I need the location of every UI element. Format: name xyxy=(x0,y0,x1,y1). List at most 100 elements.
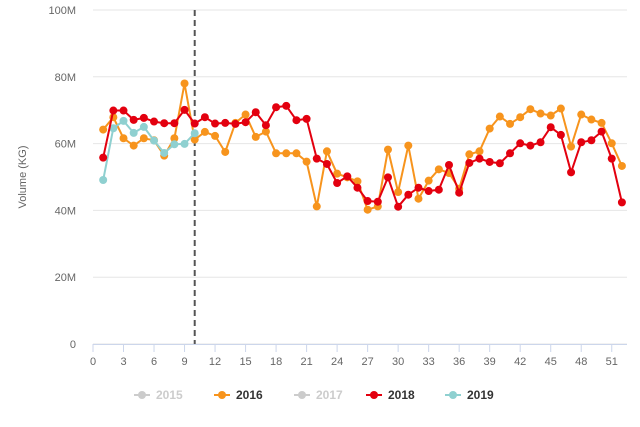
x-tick-label: 33 xyxy=(423,356,435,368)
data-point-2016 xyxy=(251,132,260,141)
data-point-2016 xyxy=(404,141,413,150)
data-point-2018 xyxy=(414,183,423,192)
x-tick-label: 15 xyxy=(239,356,251,368)
data-point-2018 xyxy=(404,190,413,199)
data-point-2018 xyxy=(556,130,565,139)
data-point-2016 xyxy=(261,127,270,136)
data-point-2019 xyxy=(180,139,189,148)
data-point-2016 xyxy=(363,205,372,214)
x-tick-label: 51 xyxy=(606,356,618,368)
data-point-2018 xyxy=(516,139,525,148)
legend-item-2016[interactable]: 2016 xyxy=(214,388,263,402)
data-point-2016 xyxy=(312,202,321,211)
legend-item-2015[interactable]: 2015 xyxy=(134,388,183,402)
data-point-2018 xyxy=(577,138,586,147)
series-line-2018 xyxy=(102,104,623,208)
x-tick-label: 39 xyxy=(484,356,496,368)
data-point-2018 xyxy=(180,105,189,114)
series-line-2019 xyxy=(102,119,196,181)
data-point-2016 xyxy=(577,110,586,119)
legend-label-2015: 2015 xyxy=(156,388,183,402)
data-point-2018 xyxy=(465,158,474,167)
legend-symbol-2016 xyxy=(218,391,226,399)
x-tick-label: 12 xyxy=(209,356,221,368)
legend-item-2017[interactable]: 2017 xyxy=(294,388,343,402)
data-point-2018 xyxy=(353,183,362,192)
series-area xyxy=(99,79,626,214)
data-point-2016 xyxy=(282,149,291,158)
data-point-2016 xyxy=(434,165,443,174)
data-point-2016 xyxy=(241,110,250,119)
data-point-2018 xyxy=(526,141,535,150)
data-point-2018 xyxy=(424,187,433,196)
data-point-2018 xyxy=(261,121,270,130)
data-point-2016 xyxy=(180,79,189,88)
data-point-2016 xyxy=(587,115,596,124)
data-point-2016 xyxy=(495,112,504,121)
data-point-2019 xyxy=(99,176,108,185)
legend-symbol-2019 xyxy=(449,391,457,399)
series-2019 xyxy=(99,116,199,185)
data-point-2016 xyxy=(617,161,626,170)
data-point-2016 xyxy=(414,194,423,203)
data-point-2016 xyxy=(526,105,535,114)
data-point-2018 xyxy=(506,149,515,158)
legend-item-2019[interactable]: 2019 xyxy=(445,388,494,402)
data-point-2016 xyxy=(200,127,209,136)
data-point-2016 xyxy=(607,139,616,148)
data-point-2018 xyxy=(536,138,545,147)
x-tick-label: 30 xyxy=(392,356,404,368)
x-tick-label: 9 xyxy=(181,356,187,368)
data-point-2016 xyxy=(597,118,606,127)
data-point-2018 xyxy=(322,159,331,168)
data-point-2016 xyxy=(424,176,433,185)
data-point-2018 xyxy=(241,118,250,127)
data-point-2016 xyxy=(170,134,179,143)
data-point-2016 xyxy=(465,150,474,159)
data-point-2019 xyxy=(139,122,148,131)
data-point-2018 xyxy=(587,136,596,145)
series-2018 xyxy=(99,101,626,211)
data-point-2016 xyxy=(292,149,301,158)
y-tick-label: 40M xyxy=(55,205,76,217)
legend-symbol-2015 xyxy=(138,391,146,399)
x-tick-label: 45 xyxy=(545,356,557,368)
x-tick-label: 36 xyxy=(453,356,465,368)
data-point-2019 xyxy=(160,148,169,157)
data-point-2018 xyxy=(495,159,504,168)
data-point-2018 xyxy=(373,197,382,206)
data-point-2018 xyxy=(434,185,443,194)
data-point-2019 xyxy=(119,116,128,125)
data-point-2018 xyxy=(190,119,199,128)
x-tick-label: 18 xyxy=(270,356,282,368)
data-point-2016 xyxy=(221,147,230,156)
data-point-2018 xyxy=(251,108,260,117)
data-point-2018 xyxy=(343,172,352,181)
data-point-2018 xyxy=(617,198,626,207)
x-tick-label: 24 xyxy=(331,356,343,368)
x-tick-label: 48 xyxy=(575,356,587,368)
data-point-2016 xyxy=(119,134,128,143)
data-point-2018 xyxy=(221,118,230,127)
data-point-2018 xyxy=(160,119,169,128)
data-point-2016 xyxy=(567,142,576,151)
data-point-2018 xyxy=(394,202,403,211)
data-point-2019 xyxy=(150,136,159,145)
data-point-2016 xyxy=(211,131,220,140)
data-point-2019 xyxy=(170,140,179,149)
data-point-2019 xyxy=(109,124,118,133)
data-point-2018 xyxy=(546,123,555,132)
data-point-2018 xyxy=(485,157,494,166)
x-tick-label: 3 xyxy=(120,356,126,368)
data-point-2018 xyxy=(119,106,128,115)
data-point-2018 xyxy=(170,119,179,128)
data-point-2016 xyxy=(394,188,403,197)
data-point-2019 xyxy=(190,129,199,138)
legend-item-2018[interactable]: 2018 xyxy=(366,388,415,402)
data-point-2018 xyxy=(597,127,606,136)
data-point-2016 xyxy=(302,157,311,166)
y-tick-label: 20M xyxy=(55,272,76,284)
data-point-2018 xyxy=(363,197,372,206)
x-tick-label: 6 xyxy=(151,356,157,368)
